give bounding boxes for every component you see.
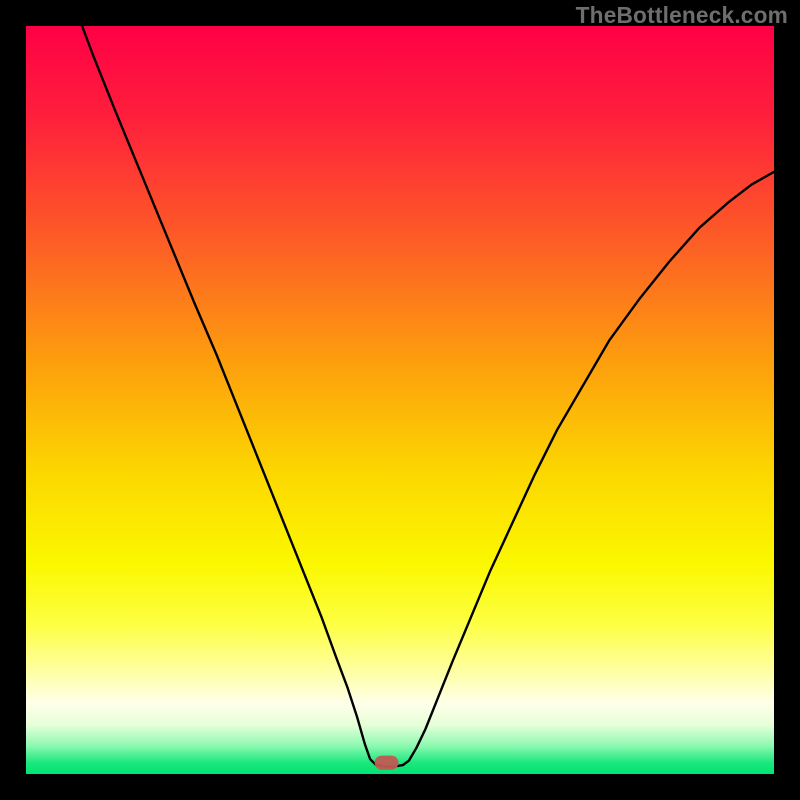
optimum-marker [375, 756, 399, 770]
gradient-background [26, 26, 774, 774]
watermark-text: TheBottleneck.com [576, 2, 788, 29]
bottleneck-chart [26, 26, 774, 774]
chart-frame: TheBottleneck.com [0, 0, 800, 800]
